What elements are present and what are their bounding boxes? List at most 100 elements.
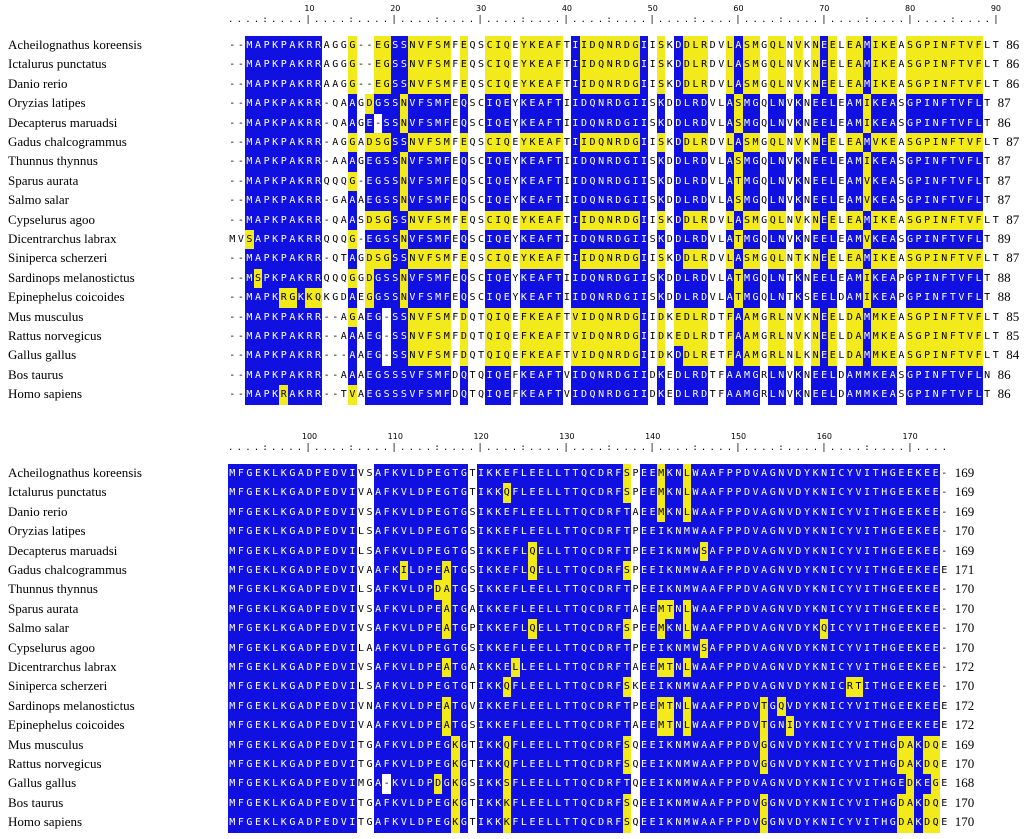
residue: G — [459, 716, 469, 736]
residue: K — [296, 365, 306, 386]
end-position: 168 — [954, 775, 975, 791]
residue: Q — [579, 502, 589, 523]
residue: D — [416, 716, 426, 736]
end-position: 87 — [1006, 134, 1020, 149]
residue: S — [390, 327, 400, 347]
residue: F — [511, 813, 520, 833]
residue: Q — [631, 774, 640, 794]
residue: E — [819, 133, 829, 153]
residue: R — [614, 327, 623, 347]
residue: E — [811, 94, 820, 114]
residue: A — [888, 94, 898, 114]
residue: F — [939, 94, 949, 114]
residue: D — [674, 152, 683, 172]
alignment-row: Rattus norvegicus M F G E K L K G A D P E D V I T G A F K V L D… — [0, 755, 1024, 775]
residue: R — [305, 55, 314, 75]
residue: V — [416, 249, 426, 269]
residue: F — [965, 171, 975, 192]
residue: T — [982, 230, 992, 250]
residue: I — [476, 561, 486, 581]
residue: K — [914, 522, 923, 542]
residue: G — [751, 171, 760, 192]
residue: V — [785, 580, 795, 600]
residue: M — [656, 464, 666, 484]
residue: D — [708, 249, 717, 269]
residue: C — [837, 619, 846, 639]
residue: F — [948, 346, 958, 366]
residue: L — [837, 74, 846, 95]
residue: L — [408, 696, 417, 717]
residue: C — [837, 464, 846, 484]
residue: K — [390, 813, 400, 833]
residue: F — [425, 36, 434, 56]
residue: L — [553, 716, 563, 736]
residue: D — [596, 793, 606, 814]
residue: A — [288, 307, 297, 327]
residue: E — [451, 288, 460, 308]
residue: E — [639, 599, 649, 620]
residue: E — [502, 191, 512, 211]
residue: V — [339, 502, 349, 523]
residue: A — [373, 735, 383, 755]
residue: L — [408, 580, 417, 600]
residue: G — [382, 210, 391, 230]
residue: D — [330, 658, 340, 678]
residue: E — [905, 716, 915, 736]
residue: D — [648, 385, 657, 405]
residue: T — [871, 561, 880, 581]
residue: I — [862, 599, 872, 620]
residue: L — [982, 249, 992, 269]
residue: V — [399, 774, 409, 794]
residue: T — [571, 774, 580, 794]
residue: E — [528, 774, 537, 794]
residue: T — [553, 152, 563, 172]
residue: Q — [502, 346, 512, 366]
residue: L — [553, 619, 563, 639]
residue: V — [862, 171, 872, 192]
residue: I — [639, 36, 649, 56]
residue: V — [785, 483, 795, 503]
alignment-row: Salmo salar - - M A P K P A K R R - G A A A E G S S N V F S M F E Q S… — [0, 191, 1024, 211]
residue: S — [905, 346, 915, 366]
residue: T — [957, 74, 966, 95]
alignment-row: Ictalurus punctatus M F G E K L K G A D P E D V I V A A F K V… — [0, 483, 1024, 503]
residue: L — [553, 638, 563, 658]
residue: D — [330, 464, 340, 484]
residue: E — [502, 230, 512, 250]
residue: - — [939, 658, 949, 678]
residue: R — [614, 74, 623, 95]
residue: P — [262, 74, 271, 95]
residue: G — [288, 522, 297, 542]
residue: Y — [802, 793, 812, 814]
residue: E — [322, 793, 331, 814]
residue: G — [288, 483, 297, 503]
residue: A — [897, 346, 906, 366]
residue: - — [228, 385, 237, 405]
residue: Y — [802, 755, 812, 775]
alignment-row: Sardinops melanostictus M F G E K L K G A D P E D V I V N… — [0, 696, 1024, 717]
ruler-number: 100 — [301, 432, 318, 441]
residue: M — [442, 133, 452, 153]
residue: T — [622, 638, 632, 658]
residue: A — [288, 152, 297, 172]
residue: L — [408, 502, 417, 523]
residue: Q — [768, 133, 777, 153]
residue: A — [888, 288, 898, 308]
residue: A — [725, 113, 735, 133]
residue: T — [571, 483, 580, 503]
residue: V — [785, 502, 795, 523]
residue: D — [330, 522, 340, 542]
residue: V — [408, 191, 417, 211]
residue: R — [699, 74, 709, 95]
residue: Q — [459, 288, 469, 308]
residue: - — [228, 191, 237, 211]
residue: S — [734, 191, 743, 211]
residue: K — [485, 658, 494, 678]
residue: E — [648, 580, 657, 600]
residue: E — [879, 152, 889, 172]
residue: L — [828, 230, 838, 250]
residue: R — [691, 94, 700, 114]
residue: N — [785, 133, 795, 153]
residue: S — [390, 210, 400, 230]
